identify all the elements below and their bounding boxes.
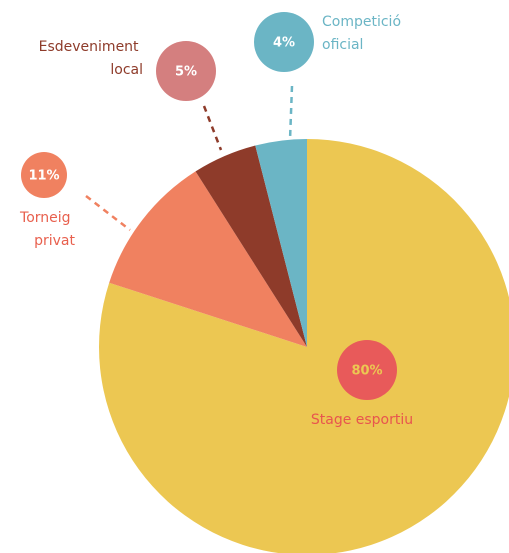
value-bubble: [156, 41, 216, 101]
label-line: Esdeveniment: [39, 39, 143, 55]
value-label: 4%: [273, 36, 295, 51]
value-label: 80%: [351, 364, 382, 379]
category-label: Torneig privat: [19, 210, 75, 249]
label-line: local: [110, 62, 143, 78]
label-line: privat: [34, 233, 75, 249]
value-bubble: [21, 152, 67, 198]
value-label: 5%: [175, 65, 197, 80]
label-line: oficial: [322, 37, 363, 53]
label-line: Competició: [322, 14, 405, 30]
category-label: Stage esportiu: [311, 412, 413, 428]
category-label: Esdeveniment local: [39, 39, 143, 78]
value-bubble: [254, 12, 314, 72]
leader-line: [85, 195, 131, 231]
pie-slice: [255, 139, 307, 347]
value-bubble: [337, 340, 397, 400]
label-line: Torneig: [19, 210, 75, 226]
value-label: 11%: [28, 169, 59, 184]
leader-line: [202, 105, 223, 151]
category-label: Competició oficial: [322, 14, 405, 53]
leader-line: [288, 85, 294, 141]
pie-slice: [99, 139, 509, 553]
pie-slice: [195, 145, 307, 347]
pie-slice: [109, 171, 308, 347]
